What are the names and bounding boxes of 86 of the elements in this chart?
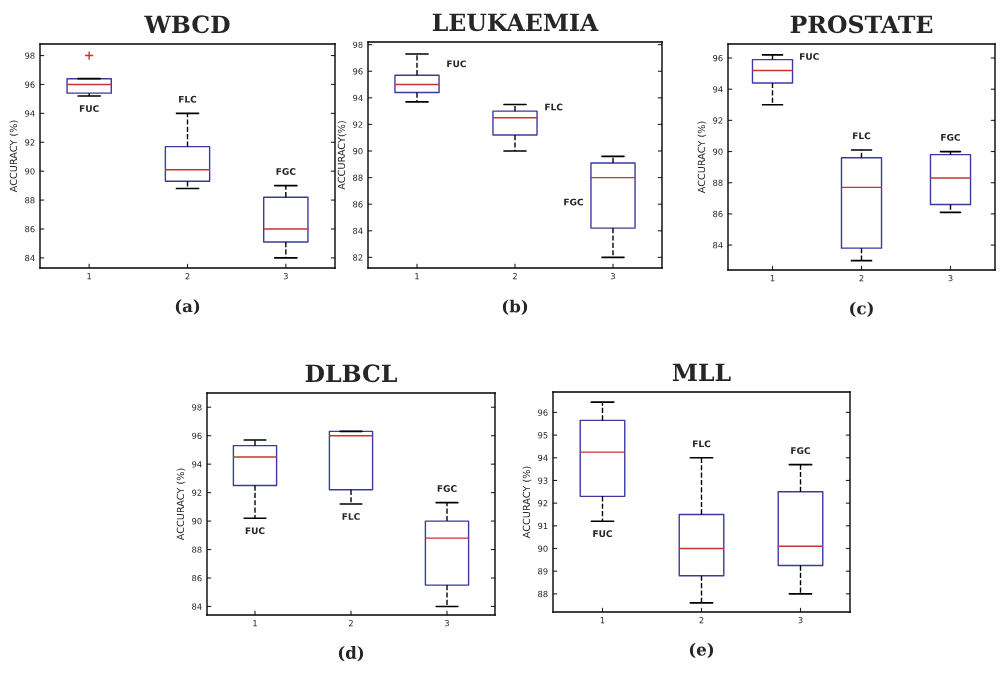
x-tick-label: 3 (283, 273, 288, 280)
y-tick-label: 90 (192, 518, 202, 525)
chart-title: PROSTATE (790, 15, 933, 34)
y-tick-label: 92 (538, 500, 548, 507)
y-tick-label: 90 (713, 148, 723, 155)
y-tick-label: 96 (713, 55, 723, 62)
annotation: FGC (564, 198, 584, 206)
chart-title: WBCD (144, 15, 230, 34)
y-tick-label: 96 (25, 81, 35, 88)
annotation: FGC (791, 447, 811, 455)
x-tick-label: 3 (610, 273, 615, 280)
y-tick-label: 84 (713, 242, 723, 249)
y-tick-label: 94 (353, 94, 363, 102)
y-tick-label: 98 (353, 41, 363, 48)
x-tick-label: 3 (444, 620, 449, 627)
text: (e) (689, 642, 714, 659)
y-tick-label: 86 (192, 574, 202, 582)
annotation: FLC (545, 103, 563, 111)
annotation: FLC (179, 95, 197, 103)
annotation: FUC (593, 530, 612, 538)
y-tick-label: 94 (713, 86, 723, 93)
y-axis-title: ACCURACY (%) (9, 120, 19, 193)
annotation: FLC (853, 132, 871, 140)
y-tick-label: 90 (353, 147, 363, 155)
x-tick-label: 1 (415, 273, 419, 280)
annotation: FUC (79, 105, 99, 112)
y-tick-label: 88 (25, 197, 35, 204)
y-tick-label: 96 (353, 68, 363, 75)
y-tick-label: 88 (192, 546, 202, 553)
y-tick-label: 96 (538, 409, 548, 416)
annotation: FGC (276, 168, 296, 175)
y-tick-label: 88 (713, 179, 723, 186)
y-tick-label: 92 (713, 117, 723, 124)
y-tick-label: 91 (538, 522, 548, 530)
annotation: FLC (342, 513, 360, 520)
x-tick-label: 2 (348, 620, 353, 627)
y-tick-label: 94 (25, 110, 35, 117)
y-tick-label: 96 (192, 432, 202, 439)
chart-title: DLBCL (305, 364, 397, 383)
y-tick-label: 84 (25, 254, 35, 262)
x-tick-label: 1 (770, 275, 775, 282)
text: (c) (850, 301, 873, 317)
y-tick-label: 92 (353, 121, 363, 128)
y-tick-label: 98 (192, 404, 202, 411)
y-axis-title: ACCURACY (%) (697, 121, 707, 194)
annotation: FLC (693, 440, 711, 448)
y-tick-label: 84 (192, 603, 202, 610)
annotation: FUC (447, 60, 466, 68)
y-tick-label: 86 (713, 210, 723, 218)
chart-title: MLL (672, 363, 731, 381)
y-tick-label: 86 (25, 225, 35, 233)
x-tick-label: 2 (512, 273, 517, 280)
x-tick-label: 3 (798, 617, 803, 624)
y-tick-label: 92 (25, 139, 35, 146)
y-axis-title: ACCURACY(%) (337, 121, 347, 190)
y-tick-label: 98 (25, 52, 35, 59)
y-tick-label: 94 (538, 454, 548, 462)
y-tick-label: 88 (538, 590, 548, 598)
x-tick-label: 1 (253, 620, 257, 627)
y-tick-label: 92 (192, 489, 202, 496)
annotation: FGC (941, 133, 961, 141)
text: (a) (175, 299, 200, 315)
text: (b) (502, 299, 528, 315)
x-tick-label: 1 (600, 617, 605, 624)
chart-title: LEUKAEMIA (432, 13, 599, 32)
y-tick-label: 86 (353, 201, 363, 208)
y-axis-title: ACCURACY (%) (522, 466, 532, 539)
y-tick-label: 84 (353, 227, 363, 235)
annotation: FUC (800, 53, 819, 60)
text: (d) (338, 646, 364, 662)
annotation: FGC (437, 485, 457, 492)
x-tick-label: 1 (87, 273, 92, 280)
y-tick-label: 94 (192, 461, 202, 468)
x-tick-label: 2 (699, 617, 704, 624)
y-tick-label: 90 (538, 545, 548, 552)
y-tick-label: 89 (538, 568, 548, 575)
x-tick-label: 2 (185, 273, 190, 280)
y-axis-title: ACCURACY (%) (176, 468, 186, 541)
y-tick-label: 82 (353, 254, 363, 261)
y-tick-label: 93 (538, 477, 548, 484)
y-tick-label: 88 (353, 174, 363, 181)
x-tick-label: 2 (859, 275, 864, 282)
y-tick-label: 95 (538, 432, 548, 439)
y-tick-label: 90 (25, 168, 35, 175)
x-tick-label: 3 (948, 275, 953, 282)
annotation: FUC (245, 527, 265, 535)
